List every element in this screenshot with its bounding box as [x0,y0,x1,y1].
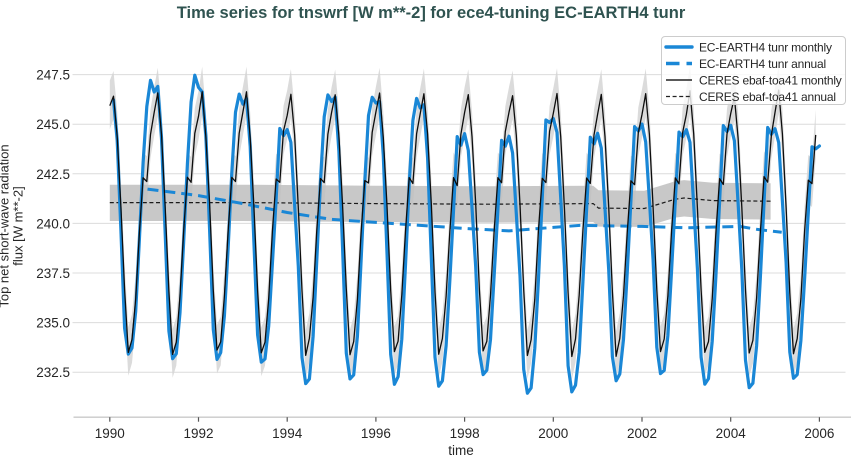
svg-text:2006: 2006 [804,426,834,441]
svg-text:1994: 1994 [272,426,303,441]
svg-text:247.5: 247.5 [36,68,70,83]
svg-text:CERES ebaf-toa41 annual: CERES ebaf-toa41 annual [699,90,836,104]
svg-text:2002: 2002 [627,426,657,441]
svg-text:CERES ebaf-toa41 monthly: CERES ebaf-toa41 monthly [699,74,842,88]
svg-text:time: time [448,443,474,457]
svg-text:232.5: 232.5 [36,365,70,380]
svg-text:235.0: 235.0 [36,316,70,331]
svg-text:Time series for tnswrf [W m**-: Time series for tnswrf [W m**-2] for ece… [177,4,686,22]
svg-text:1992: 1992 [183,426,213,441]
svg-text:1990: 1990 [95,426,125,441]
svg-text:2000: 2000 [538,426,568,441]
svg-text:flux [W m**-2]: flux [W m**-2] [11,186,26,265]
svg-text:2004: 2004 [716,426,747,441]
svg-text:1996: 1996 [361,426,391,441]
svg-text:242.5: 242.5 [36,167,70,182]
svg-text:EC-EARTH4 tunr monthly: EC-EARTH4 tunr monthly [699,41,832,55]
svg-text:EC-EARTH4 tunr annual: EC-EARTH4 tunr annual [699,57,826,71]
svg-text:237.5: 237.5 [36,266,70,281]
svg-text:240.0: 240.0 [36,216,70,231]
svg-text:Top net short-wave radiation: Top net short-wave radiation [0,144,12,307]
svg-text:245.0: 245.0 [36,117,70,132]
svg-text:1998: 1998 [450,426,480,441]
